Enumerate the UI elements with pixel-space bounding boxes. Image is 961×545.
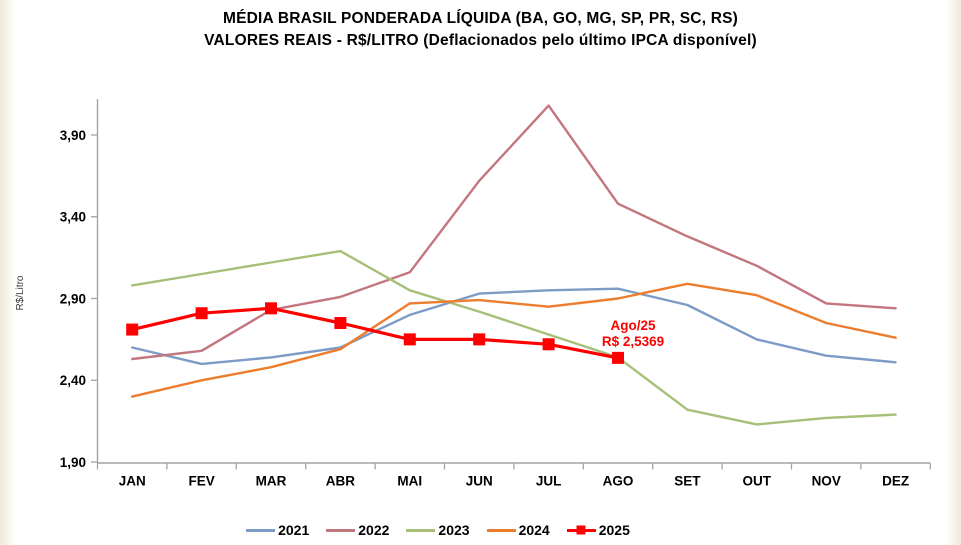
chart-title-line2: VALORES REAIS - R$/LITRO (Deflacionados … (204, 32, 757, 49)
series-line-2024 (130, 282, 897, 398)
x-tick-label: DEZ (882, 474, 909, 489)
x-tick-label: OUT (743, 474, 772, 489)
legend-item-2022: 2022 (326, 522, 389, 538)
y-tick-label: 2,90 (60, 291, 86, 306)
legend-swatch-2023 (406, 528, 436, 532)
series-marker-2025 (126, 323, 139, 336)
x-tick-label: SET (674, 474, 701, 489)
series-marker-2025 (334, 317, 347, 330)
series-marker-2025 (403, 333, 416, 346)
legend-label-2022: 2022 (358, 522, 390, 538)
legend-marker-2025 (576, 525, 586, 535)
annotation-value: R$ 2,5369 (601, 333, 665, 349)
series-line-2022 (130, 104, 897, 361)
legend-swatch-2025 (566, 525, 596, 535)
series-marker-2025 (473, 333, 486, 346)
legend-swatch-2024 (486, 528, 516, 532)
series-marker-2025 (612, 351, 624, 364)
legend-item-2025: 2025 (566, 522, 630, 538)
x-tick-label: JUN (466, 474, 493, 489)
legend-item-2024: 2024 (486, 522, 550, 538)
series-marker-2025 (265, 302, 277, 315)
chart-annotation: Ago/25 R$ 2,5369 (602, 318, 664, 349)
x-tick-label: JUL (536, 474, 562, 489)
x-tick-label: FEV (188, 474, 214, 489)
x-tick-label: MAR (256, 474, 287, 489)
legend-item-2023: 2023 (406, 522, 470, 538)
legend-label-2021: 2021 (278, 522, 310, 538)
y-tick-label: 2,40 (60, 373, 86, 388)
legend-swatch-2021 (246, 528, 276, 532)
legend-item-2021: 2021 (246, 522, 309, 538)
chart-title: MÉDIA BRASIL PONDERADA LÍQUIDA (BA, GO, … (0, 8, 961, 52)
x-tick-label: NOV (812, 474, 841, 489)
x-tick-label: JAN (119, 474, 146, 489)
y-tick-label: 3,40 (60, 210, 86, 225)
annotation-date: Ago/25 (610, 318, 656, 333)
y-tick-label: 3,90 (60, 128, 86, 143)
x-tick-label: ABR (326, 474, 355, 489)
chart-title-line1: MÉDIA BRASIL PONDERADA LÍQUIDA (BA, GO, … (222, 10, 738, 27)
legend-swatch-2022 (326, 528, 356, 532)
series-marker-2025 (542, 338, 555, 351)
legend-label-2025: 2025 (598, 522, 630, 538)
series-line-2021 (130, 287, 897, 366)
series-marker-2025 (195, 307, 208, 320)
series-line-2023 (130, 249, 897, 426)
legend-label-2023: 2023 (438, 522, 470, 538)
chart-legend: 2021 2022 2023 2024 2025 (0, 522, 961, 538)
series-line-2025 (130, 306, 620, 360)
x-tick-label: AGO (603, 474, 634, 489)
x-tick-label: MAI (397, 474, 422, 489)
y-tick-label: 1,90 (60, 455, 86, 470)
legend-label-2024: 2024 (518, 522, 550, 538)
